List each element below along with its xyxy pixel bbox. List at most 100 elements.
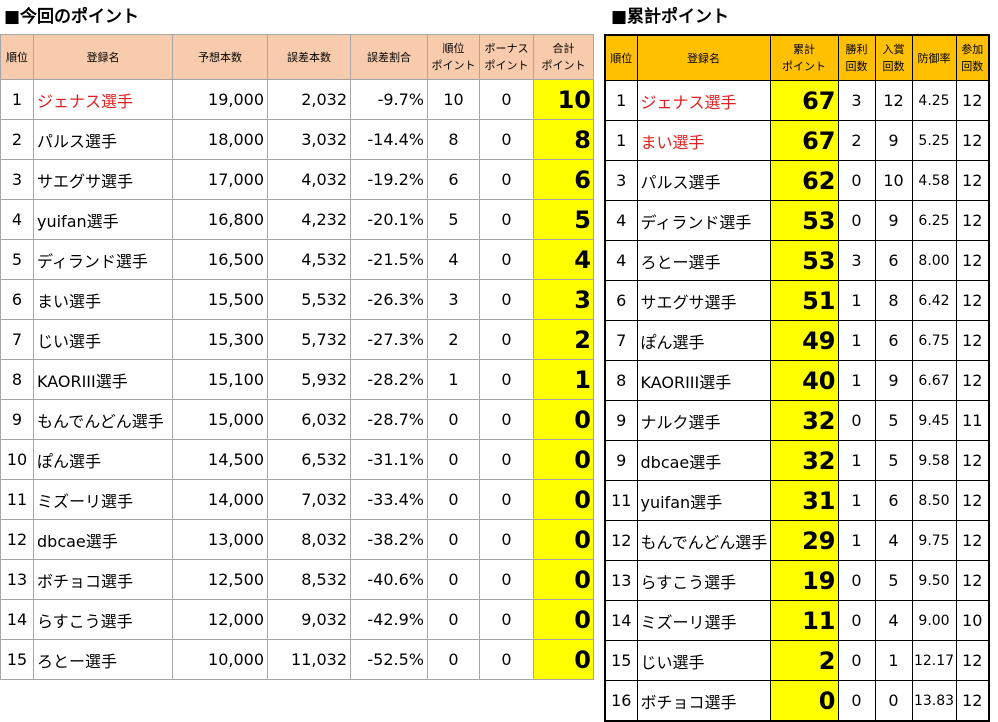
placed-cell: 9 xyxy=(874,120,913,161)
rank-cell: 11 xyxy=(604,480,638,521)
rank-points-cell: 8 xyxy=(427,119,480,160)
current-header-6: ボーナス ポイント xyxy=(479,34,534,80)
error-count-cell: 3,032 xyxy=(267,119,351,160)
era-cell: 12.17 xyxy=(911,640,957,681)
rank-points-cell: 2 xyxy=(427,319,480,360)
wins-cell: 0 xyxy=(837,560,876,601)
current-header-text: ボーナス xyxy=(484,42,529,55)
player-name-cell: ろとー選手 xyxy=(33,639,173,680)
player-name-cell: ぽん選手 xyxy=(636,320,771,361)
wins-cell: 3 xyxy=(837,80,876,121)
era-cell: 4.25 xyxy=(911,80,957,121)
error-ratio-cell: -40.6% xyxy=(350,559,428,600)
played-cell: 12 xyxy=(955,640,990,681)
total-points-cell: 0 xyxy=(533,639,594,680)
wins-cell: 3 xyxy=(837,240,876,281)
era-cell: 6.25 xyxy=(911,200,957,241)
error-count-cell: 2,032 xyxy=(267,79,351,120)
cumulative-points-cell: 49 xyxy=(769,320,839,361)
predicted-count-cell: 12,000 xyxy=(172,599,268,640)
total-points-cell: 5 xyxy=(533,199,594,240)
table-row: 6 サエグサ選手 51 1 8 6.42 12 xyxy=(604,280,990,321)
total-header-6: 参加 回数 xyxy=(955,34,990,81)
wins-cell: 0 xyxy=(837,200,876,241)
predicted-count-cell: 19,000 xyxy=(172,79,268,120)
total-points-cell: 0 xyxy=(533,439,594,480)
rank-cell: 4 xyxy=(0,199,34,240)
player-name-cell: yuifan選手 xyxy=(636,480,771,521)
total-header-4: 入賞 回数 xyxy=(874,34,913,81)
table-row: 3 サエグサ選手 17,000 4,032 -19.2% 6 0 6 xyxy=(0,159,594,200)
bonus-points-cell: 0 xyxy=(479,599,534,640)
predicted-count-cell: 16,500 xyxy=(172,239,268,280)
error-ratio-cell: -14.4% xyxy=(350,119,428,160)
bonus-points-cell: 0 xyxy=(479,399,534,440)
table-row: 16 ボチョコ選手 0 0 0 13.83 12 xyxy=(604,680,990,722)
placed-cell: 0 xyxy=(874,680,913,722)
played-cell: 12 xyxy=(955,120,990,161)
total-header-text: 累計 xyxy=(793,43,815,56)
player-name-cell: ミズーリ選手 xyxy=(33,479,173,520)
current-header-1: 登録名 xyxy=(33,34,173,80)
rank-cell: 4 xyxy=(604,200,638,241)
error-ratio-cell: -38.2% xyxy=(350,519,428,560)
bonus-points-cell: 0 xyxy=(479,479,534,520)
predicted-count-cell: 18,000 xyxy=(172,119,268,160)
total-points-cell: 10 xyxy=(533,79,594,120)
placed-cell: 12 xyxy=(874,80,913,121)
wins-cell: 1 xyxy=(837,360,876,401)
rank-cell: 15 xyxy=(604,640,638,681)
player-name-cell: ぽん選手 xyxy=(33,439,173,480)
total-points-title: ■累計ポイント xyxy=(611,7,730,27)
table-row: 14 らすこう選手 12,000 9,032 -42.9% 0 0 0 xyxy=(0,599,594,640)
rank-cell: 1 xyxy=(604,80,638,121)
rank-cell: 3 xyxy=(0,159,34,200)
cumulative-points-cell: 2 xyxy=(769,640,839,681)
placed-cell: 9 xyxy=(874,360,913,401)
era-cell: 6.42 xyxy=(911,280,957,321)
total-header-3: 勝利 回数 xyxy=(837,34,876,81)
player-name-cell: らすこう選手 xyxy=(33,599,173,640)
player-name-cell: ボチョコ選手 xyxy=(33,559,173,600)
wins-cell: 0 xyxy=(837,600,876,641)
error-count-cell: 4,532 xyxy=(267,239,351,280)
table-row: 9 dbcae選手 32 1 5 9.58 12 xyxy=(604,440,990,481)
total-header-text: 回数 xyxy=(961,60,984,73)
placed-cell: 6 xyxy=(874,480,913,521)
table-row: 11 yuifan選手 31 1 6 8.50 12 xyxy=(604,480,990,521)
player-name-cell: ろとー選手 xyxy=(636,240,771,281)
played-cell: 12 xyxy=(955,320,990,361)
rank-points-cell: 5 xyxy=(427,199,480,240)
rank-points-cell: 6 xyxy=(427,159,480,200)
player-name-cell: じい選手 xyxy=(33,319,173,360)
player-name-cell: ナルク選手 xyxy=(636,400,771,441)
bonus-points-cell: 0 xyxy=(479,359,534,400)
table-row: 9 もんでんどん選手 15,000 6,032 -28.7% 0 0 0 xyxy=(0,399,594,440)
era-cell: 9.75 xyxy=(911,520,957,561)
cumulative-points-cell: 67 xyxy=(769,120,839,161)
total-points-cell: 0 xyxy=(533,599,594,640)
error-ratio-cell: -9.7% xyxy=(350,79,428,120)
era-cell: 6.67 xyxy=(911,360,957,401)
rank-cell: 1 xyxy=(604,120,638,161)
played-cell: 12 xyxy=(955,680,990,722)
error-count-cell: 6,532 xyxy=(267,439,351,480)
rank-points-cell: 0 xyxy=(427,439,480,480)
table-row: 13 らすこう選手 19 0 5 9.50 12 xyxy=(604,560,990,601)
player-name-cell: yuifan選手 xyxy=(33,199,173,240)
table-row: 10 ぽん選手 14,500 6,532 -31.1% 0 0 0 xyxy=(0,439,594,480)
played-cell: 12 xyxy=(955,480,990,521)
rank-points-cell: 0 xyxy=(427,599,480,640)
rank-cell: 13 xyxy=(0,559,34,600)
played-cell: 10 xyxy=(955,600,990,641)
era-cell: 9.00 xyxy=(911,600,957,641)
error-ratio-cell: -27.3% xyxy=(350,319,428,360)
total-header-text: 防御率 xyxy=(917,51,951,65)
player-name-cell: ディランド選手 xyxy=(33,239,173,280)
total-header-row: 順位 登録名 累計 ポイント 勝利 回数 入賞 回数 防御率 参加 回数 xyxy=(604,34,990,81)
rank-cell: 3 xyxy=(604,160,638,201)
error-ratio-cell: -26.3% xyxy=(350,279,428,320)
table-row: 11 ミズーリ選手 14,000 7,032 -33.4% 0 0 0 xyxy=(0,479,594,520)
placed-cell: 5 xyxy=(874,400,913,441)
total-header-2: 累計 ポイント xyxy=(769,34,839,81)
